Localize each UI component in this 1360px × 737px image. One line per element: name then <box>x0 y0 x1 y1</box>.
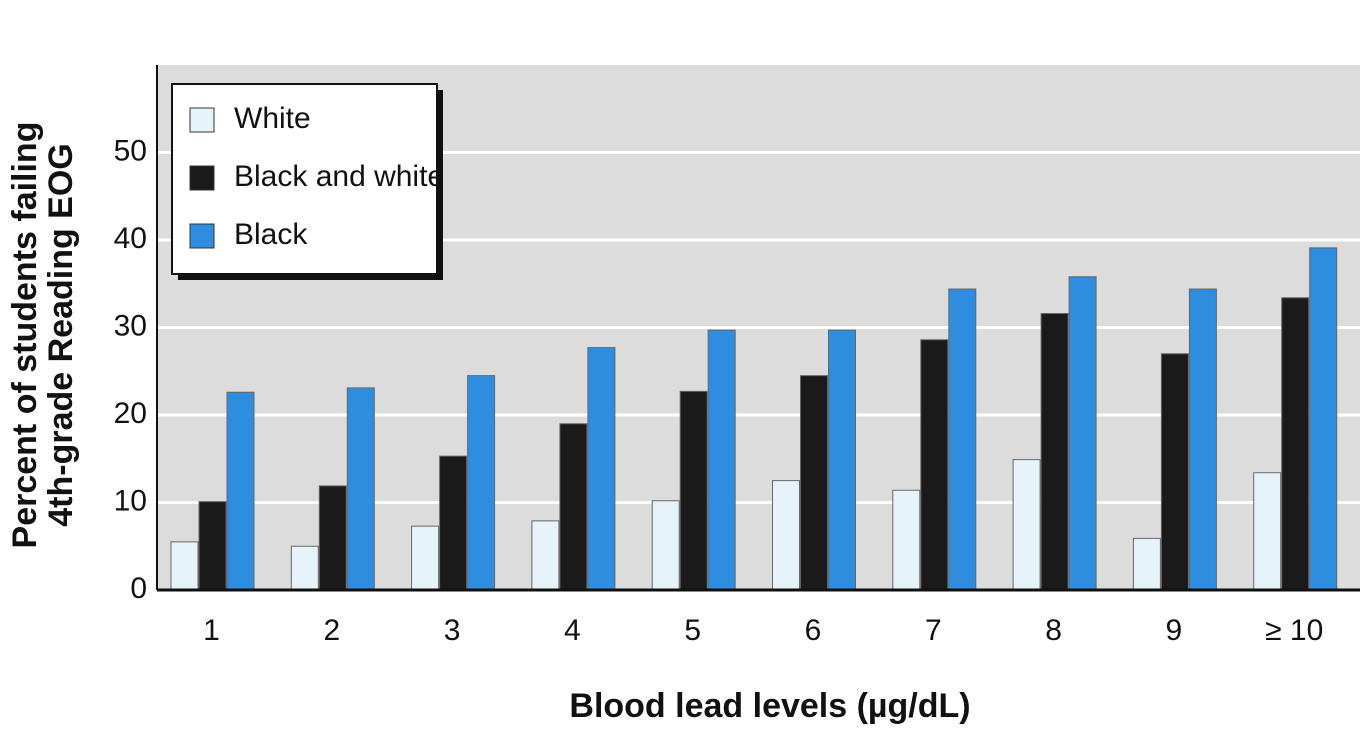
bar <box>892 489 921 591</box>
x-tick-label: 1 <box>203 614 220 647</box>
bar <box>1068 276 1097 591</box>
y-axis-label-line: Percent of students failing <box>6 122 44 549</box>
bar <box>346 387 375 591</box>
bar <box>1040 313 1069 591</box>
legend-label: Black <box>234 218 308 251</box>
y-tick-label: 40 <box>114 222 147 255</box>
bar <box>467 375 496 591</box>
legend-box <box>171 83 438 275</box>
y-axis-label-line: 4th-grade Reading EOG <box>42 143 80 527</box>
bar <box>651 500 680 591</box>
x-tick-label: 3 <box>444 614 461 647</box>
x-tick-label: ≥ 10 <box>1265 614 1323 647</box>
bar <box>1188 288 1217 591</box>
y-tick-label: 10 <box>114 484 147 517</box>
y-tick-label: 20 <box>114 397 147 430</box>
legend-swatch <box>189 223 215 249</box>
bar <box>772 480 800 591</box>
bar <box>1309 247 1338 591</box>
y-tick-label: 30 <box>114 309 147 342</box>
bar <box>948 288 977 591</box>
x-tick-label: 2 <box>323 614 340 647</box>
bar <box>587 347 616 591</box>
bar <box>411 525 440 591</box>
legend-swatch <box>189 165 215 191</box>
bar <box>1281 297 1310 591</box>
x-tick-label: 4 <box>564 614 581 647</box>
x-tick-label: 8 <box>1045 614 1062 647</box>
y-tick-label: 50 <box>114 134 147 167</box>
legend-swatch <box>189 107 215 133</box>
bar <box>707 329 736 591</box>
bar <box>800 375 828 591</box>
x-tick-label: 9 <box>1166 614 1183 647</box>
legend-label: Black and white <box>234 160 444 193</box>
x-axis-label: Blood lead levels (µg/dL) <box>569 687 970 725</box>
bar <box>226 391 255 591</box>
bar <box>170 541 199 591</box>
x-tick-label: 7 <box>925 614 942 647</box>
bar <box>318 485 347 591</box>
bar <box>439 455 468 591</box>
bar <box>559 423 588 591</box>
bar <box>679 390 708 591</box>
bar <box>531 520 560 591</box>
bar <box>1132 537 1161 591</box>
bar <box>1160 353 1189 591</box>
y-tick-label: 0 <box>130 572 147 605</box>
x-tick-label: 5 <box>684 614 701 647</box>
bar <box>198 501 227 591</box>
bar <box>920 339 949 591</box>
bar <box>290 545 319 591</box>
x-tick-label: 6 <box>805 614 822 647</box>
bar <box>1253 472 1282 591</box>
bar <box>1012 459 1041 591</box>
legend-label: White <box>234 102 311 135</box>
bar <box>828 329 856 591</box>
